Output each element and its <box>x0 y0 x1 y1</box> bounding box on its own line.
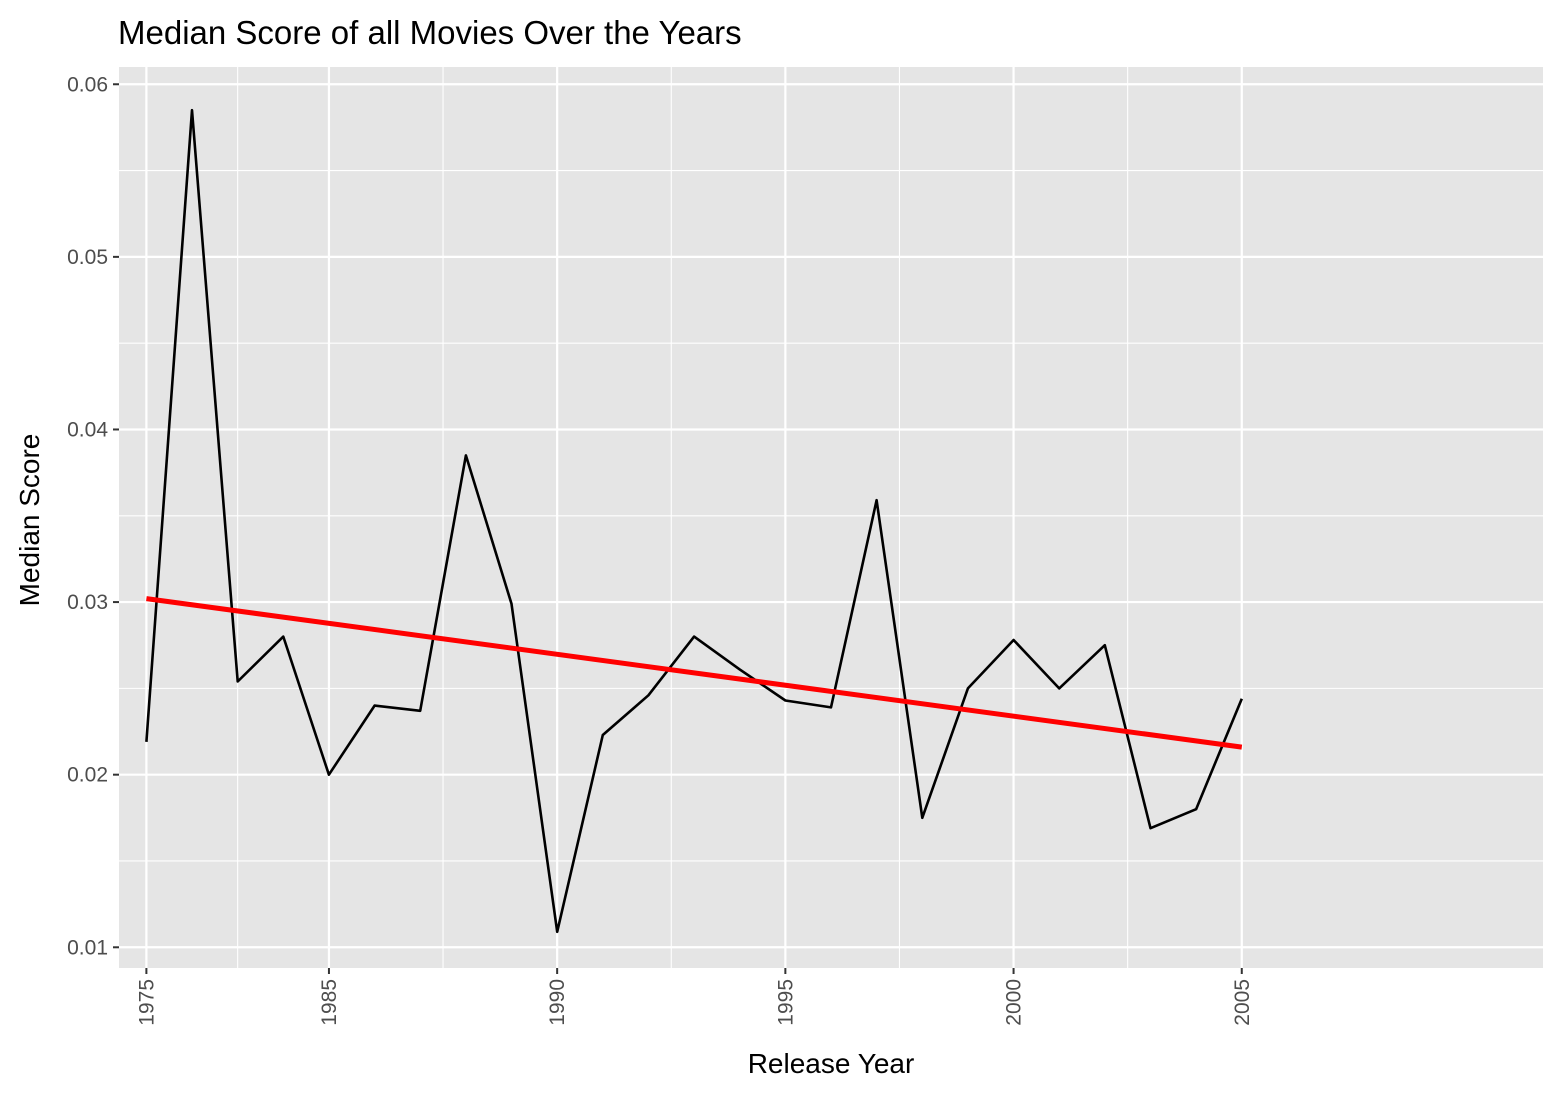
median-score-line <box>145 108 1244 934</box>
plot-panel <box>119 67 1543 968</box>
trend-line <box>146 596 1243 750</box>
x-tick-label: 1990 <box>546 979 569 1026</box>
x-axis-title: Release Year <box>748 1048 915 1079</box>
y-axis: 0.01 0.02 0.03 0.04 0.05 0.06 <box>67 73 119 959</box>
y-tick-label: 0.05 <box>67 246 108 269</box>
y-tick-label: 0.03 <box>67 591 108 614</box>
x-tick-label: 1995 <box>774 979 797 1026</box>
x-tick-label: 1975 <box>135 979 158 1026</box>
y-tick-label: 0.06 <box>67 73 108 96</box>
minor-gridlines <box>119 67 1543 968</box>
y-tick-label: 0.02 <box>67 764 108 787</box>
major-gridlines <box>119 67 1543 968</box>
y-tick-label: 0.04 <box>67 418 108 441</box>
y-tick-label: 0.01 <box>67 936 108 959</box>
series-layer <box>145 108 1244 934</box>
x-tick-label: 2000 <box>1003 979 1026 1026</box>
y-axis-title: Median Score <box>14 434 45 607</box>
x-axis: 1975 1985 1990 1995 2000 2005 <box>135 968 1254 1026</box>
chart-title: Median Score of all Movies Over the Year… <box>118 14 742 51</box>
x-tick-label: 2005 <box>1231 979 1254 1026</box>
x-tick-label: 1985 <box>318 979 341 1026</box>
